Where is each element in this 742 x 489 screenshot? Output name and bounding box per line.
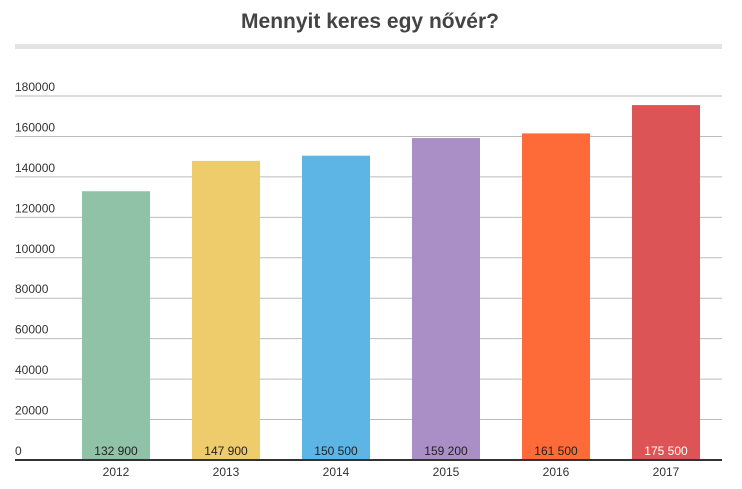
bar (412, 138, 480, 460)
value-label: 161 500 (534, 444, 578, 458)
y-tick-label: 60000 (15, 323, 49, 337)
value-label: 132 900 (94, 444, 138, 458)
bar (82, 191, 150, 460)
x-tick-label: 2014 (323, 465, 350, 479)
y-tick-label: 20000 (15, 404, 49, 418)
value-label: 175 500 (644, 444, 688, 458)
bar (632, 105, 700, 460)
y-tick-label: 140000 (15, 161, 55, 175)
value-label: 150 500 (314, 444, 358, 458)
y-tick-label: 180000 (15, 80, 55, 94)
y-tick-label: 0 (15, 444, 22, 458)
y-tick-label: 160000 (15, 120, 55, 134)
bar (522, 133, 590, 460)
x-tick-label: 2015 (433, 465, 460, 479)
x-tick-label: 2017 (653, 465, 680, 479)
value-label: 147 900 (204, 444, 248, 458)
bar (192, 160, 260, 460)
y-tick-label: 120000 (15, 201, 55, 215)
chart-title: Mennyit keres egy nővér? (241, 10, 499, 33)
x-tick-label: 2012 (103, 465, 130, 479)
title-rule (15, 44, 722, 49)
y-tick-label: 40000 (15, 363, 49, 377)
x-tick-label: 2013 (213, 465, 240, 479)
bar (302, 155, 370, 460)
y-tick-label: 80000 (15, 282, 49, 296)
y-tick-label: 100000 (15, 242, 55, 256)
value-label: 159 200 (424, 444, 468, 458)
x-tick-label: 2016 (543, 465, 570, 479)
